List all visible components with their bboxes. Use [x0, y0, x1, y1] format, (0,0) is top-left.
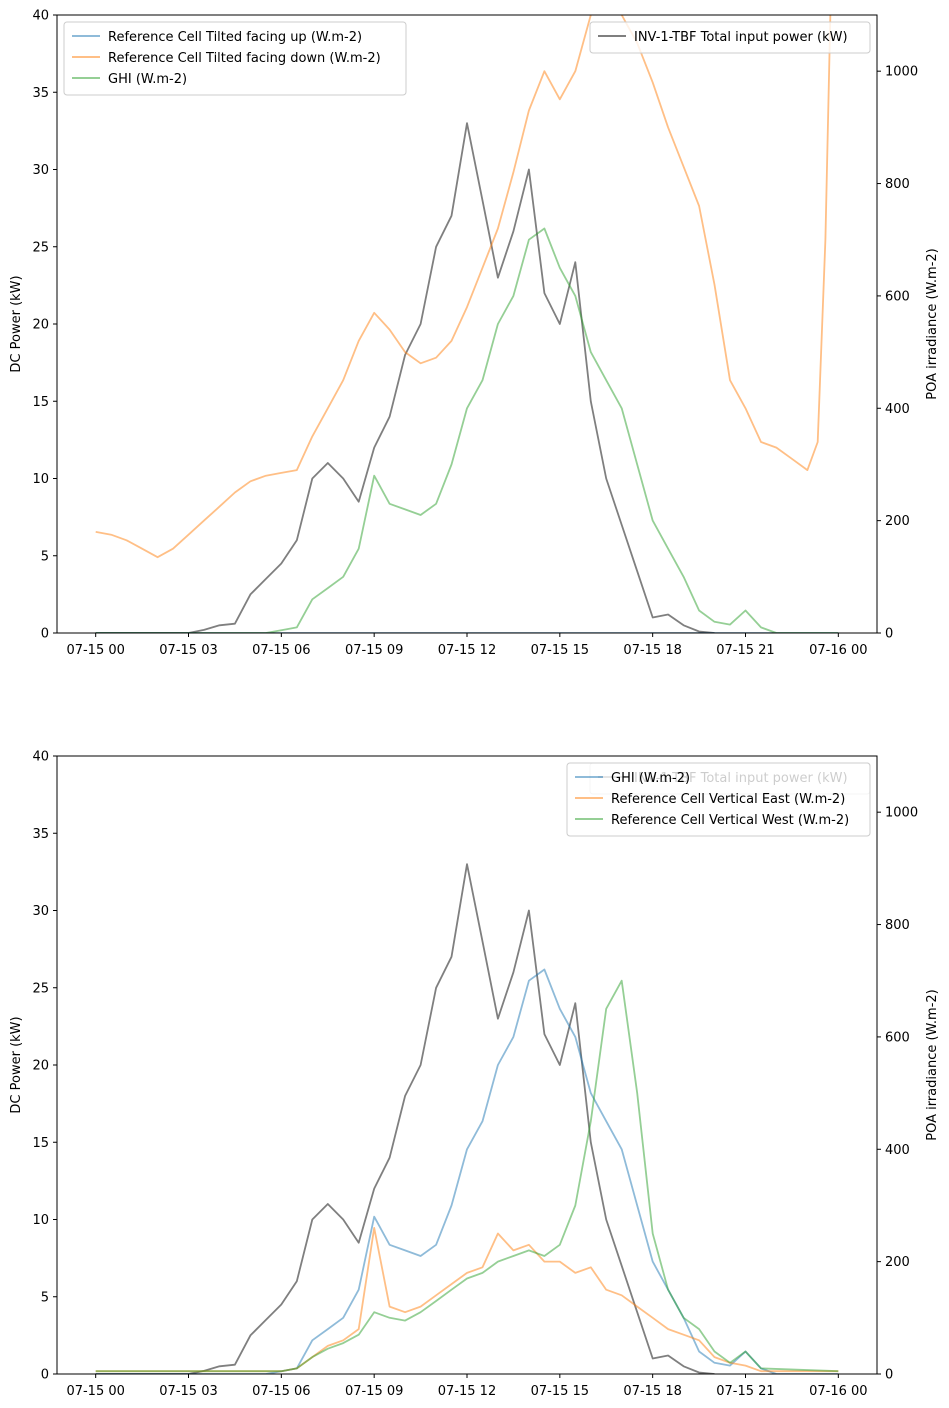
right-y-tick-label: 200	[885, 1255, 910, 1270]
left-y-tick-label: 30	[32, 163, 49, 178]
right-y-tick-label: 1000	[885, 65, 918, 80]
right-y-tick-label: 1000	[885, 806, 918, 821]
left-y-tick-label: 0	[41, 1368, 49, 1383]
left-y-tick-label: 20	[32, 1059, 49, 1074]
x-tick-label: 07-15 21	[716, 1384, 774, 1399]
series-lines	[95, 863, 839, 1374]
right-y-tick-label: 600	[885, 289, 910, 304]
x-tick-label: 07-15 09	[345, 1384, 403, 1399]
right-y-tick-label: 0	[885, 1368, 893, 1383]
legend-label: Reference Cell Vertical West (W.m-2)	[611, 813, 849, 828]
right-y-tick-label: 200	[885, 514, 910, 529]
right-y-tick-label: 800	[885, 177, 910, 192]
x-tick-label: 07-16 00	[809, 1384, 867, 1399]
x-tick-label: 07-15 12	[438, 643, 496, 658]
left-y-tick-label: 35	[32, 86, 49, 101]
right-y-tick-label: 600	[885, 1030, 910, 1045]
series-line-3	[95, 15, 832, 559]
legend-label: GHI (W.m-2)	[108, 72, 187, 87]
legend-front: GHI (W.m-2) Reference Cell Vertical East …	[566, 762, 871, 837]
left-y-tick-label: 15	[32, 1136, 49, 1151]
right-y-tick-label: 400	[885, 1143, 910, 1158]
left-y-tick-label: 10	[32, 472, 49, 487]
series-line-1	[95, 863, 715, 1374]
left-y-tick-label: 35	[32, 827, 49, 842]
x-tick-label: 07-16 00	[809, 643, 867, 658]
x-tick-label: 07-15 15	[531, 643, 589, 658]
left-y-tick-label: 25	[32, 981, 49, 996]
x-tick-label: 07-15 00	[66, 643, 124, 658]
legend-box	[63, 21, 407, 96]
legend-label: Reference Cell Vertical East (W.m-2)	[611, 792, 845, 807]
left-y-tick-label: 15	[32, 395, 49, 410]
series-line-3	[95, 1227, 839, 1373]
series-line-2	[95, 968, 839, 1374]
x-tick-label: 07-15 12	[438, 1384, 496, 1399]
x-tick-label: 07-15 15	[531, 1384, 589, 1399]
left-y-tick-label: 0	[41, 627, 49, 642]
legend-label: Reference Cell Tilted facing down (W.m-2…	[108, 51, 381, 66]
legend-label: INV-1-TBF Total input power (kW)	[634, 30, 848, 45]
x-tick-label: 07-15 03	[159, 643, 217, 658]
right-y-tick-label: 0	[885, 627, 893, 642]
legend-box	[566, 762, 871, 837]
left-axis-title: DC Power (kW)	[9, 1016, 24, 1113]
x-tick-label: 07-15 00	[66, 1384, 124, 1399]
x-tick-label: 07-15 21	[716, 643, 774, 658]
legend-label: Reference Cell Tilted facing up (W.m-2)	[108, 30, 362, 45]
series-line-4	[95, 227, 839, 633]
right-axis-title: POA irradiance (W.m-2)	[925, 248, 940, 400]
series-line-4	[95, 979, 839, 1373]
x-tick-label: 07-15 09	[345, 643, 403, 658]
plot-frame	[56, 755, 878, 1375]
legend-label: GHI (W.m-2)	[611, 771, 690, 786]
left-y-tick-label: 20	[32, 318, 49, 333]
x-tick-label: 07-15 03	[159, 1384, 217, 1399]
series-lines	[95, 15, 839, 633]
x-tick-label: 07-15 06	[252, 1384, 310, 1399]
x-tick-label: 07-15 06	[252, 643, 310, 658]
left-axis-title: DC Power (kW)	[9, 275, 24, 372]
right-y-tick-label: 400	[885, 402, 910, 417]
left-y-tick-label: 40	[32, 750, 49, 765]
legend-right: INV-1-TBF Total input power (kW)	[589, 21, 871, 54]
series-line-1	[95, 122, 715, 633]
x-tick-label: 07-15 18	[623, 1384, 681, 1399]
right-y-tick-label: 800	[885, 918, 910, 933]
left-y-tick-label: 5	[41, 1290, 49, 1305]
plot-frame	[56, 14, 878, 634]
left-y-tick-label: 40	[32, 9, 49, 24]
left-y-tick-label: 10	[32, 1213, 49, 1228]
left-y-tick-label: 30	[32, 904, 49, 919]
x-tick-label: 07-15 18	[623, 643, 681, 658]
legend-left: Reference Cell Tilted facing up (W.m-2) R…	[63, 21, 407, 96]
right-axis-title: POA irradiance (W.m-2)	[925, 989, 940, 1141]
left-y-tick-label: 25	[32, 240, 49, 255]
legend-box	[589, 21, 871, 54]
left-y-tick-label: 5	[41, 549, 49, 564]
